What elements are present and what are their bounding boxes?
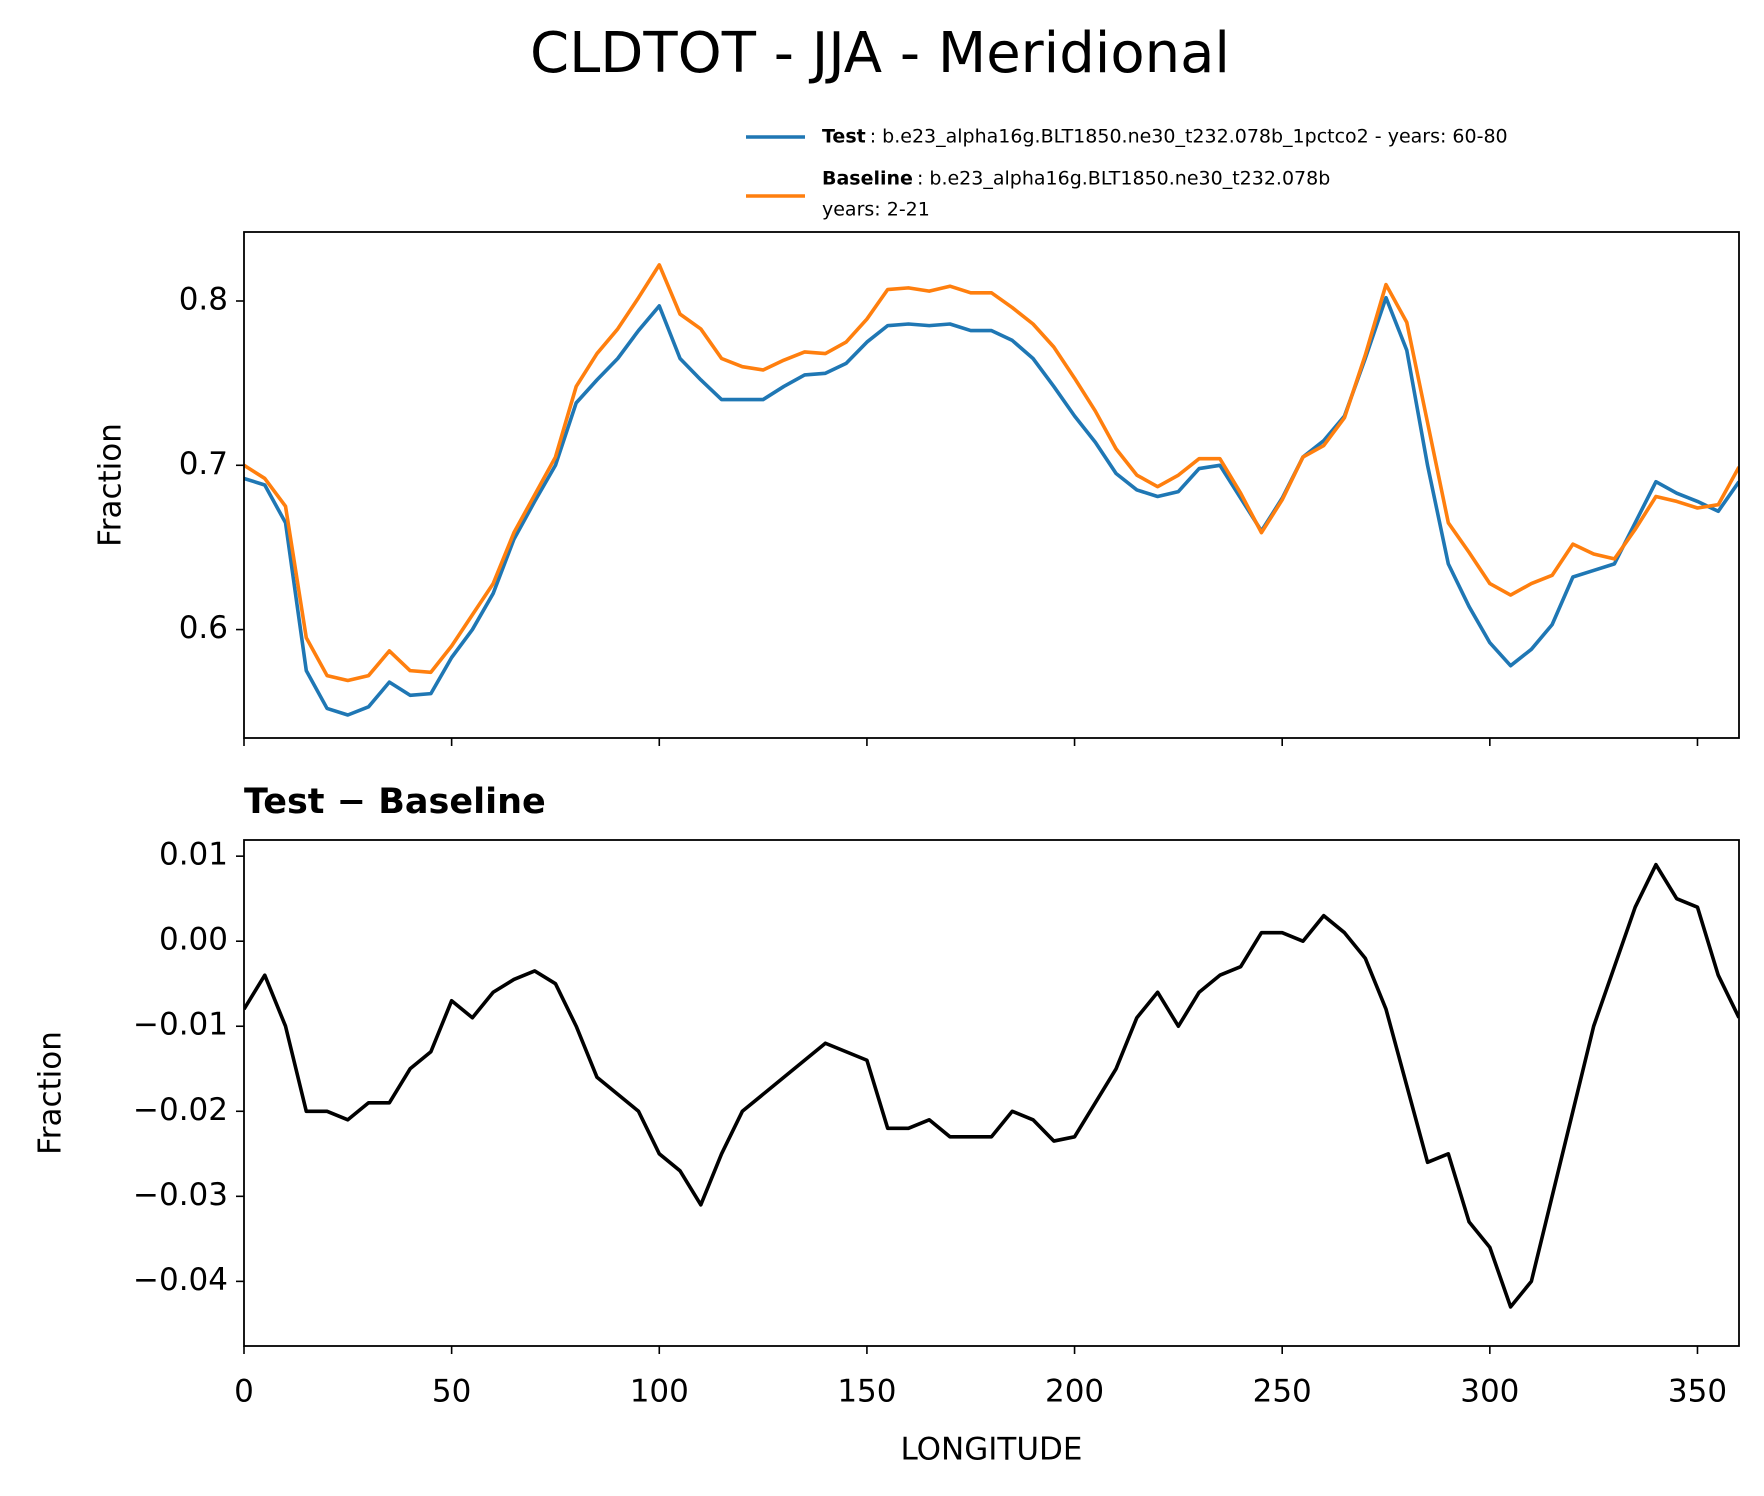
legend: Test: b.e23_alpha16g.BLT1850.ne30_t232.0… xyxy=(746,126,1508,221)
x-tick-label: 200 xyxy=(1045,1374,1104,1410)
panel-title: Test − Baseline xyxy=(244,782,546,822)
x-tick-label: 50 xyxy=(432,1374,471,1410)
y-axis-label: Fraction xyxy=(93,423,129,547)
legend-name: Baseline xyxy=(822,168,913,190)
y-tick-label: 0.8 xyxy=(179,282,228,318)
x-tick-label: 100 xyxy=(630,1374,689,1410)
x-tick-label: 300 xyxy=(1460,1374,1519,1410)
x-tick-label: 350 xyxy=(1668,1374,1727,1410)
axes-frame xyxy=(243,839,1740,1347)
y-tick-label: 0.7 xyxy=(179,446,228,482)
legend-label: : b.e23_alpha16g.BLT1850.ne30_t232.078b xyxy=(917,168,1330,190)
legend-name: Test xyxy=(822,126,866,148)
series-line xyxy=(244,263,1739,683)
legend-label: years: 2-21 xyxy=(822,199,930,221)
y-tick-label: −0.03 xyxy=(133,1177,228,1213)
y-tick-label: 0.6 xyxy=(179,610,228,646)
figure-title: CLDTOT - JJA - Meridional xyxy=(530,21,1230,86)
panel: 0.01 0.00 −0.01 −0.02 −0.03 −0.04 0 50 100 150 200… xyxy=(33,782,1740,1468)
x-tick-label: 250 xyxy=(1253,1374,1312,1410)
y-tick-label: −0.02 xyxy=(133,1092,228,1128)
y-tick-label: −0.04 xyxy=(133,1262,228,1298)
y-axis-label: Fraction xyxy=(33,1031,69,1155)
x-tick-label: 0 xyxy=(234,1374,254,1410)
series-line xyxy=(244,862,1739,1309)
legend-label: : b.e23_alpha16g.BLT1850.ne30_t232.078b_… xyxy=(870,126,1508,148)
y-tick-label: 0.01 xyxy=(159,837,228,873)
x-tick-label: 150 xyxy=(837,1374,896,1410)
panel: 0.6 0.7 0.8 Fraction xyxy=(93,231,1740,746)
y-tick-label: −0.01 xyxy=(133,1007,228,1043)
series-line xyxy=(244,295,1739,717)
axes-frame xyxy=(243,231,1740,739)
x-axis-label: LONGITUDE xyxy=(900,1432,1082,1468)
y-tick-label: 0.00 xyxy=(159,922,228,958)
